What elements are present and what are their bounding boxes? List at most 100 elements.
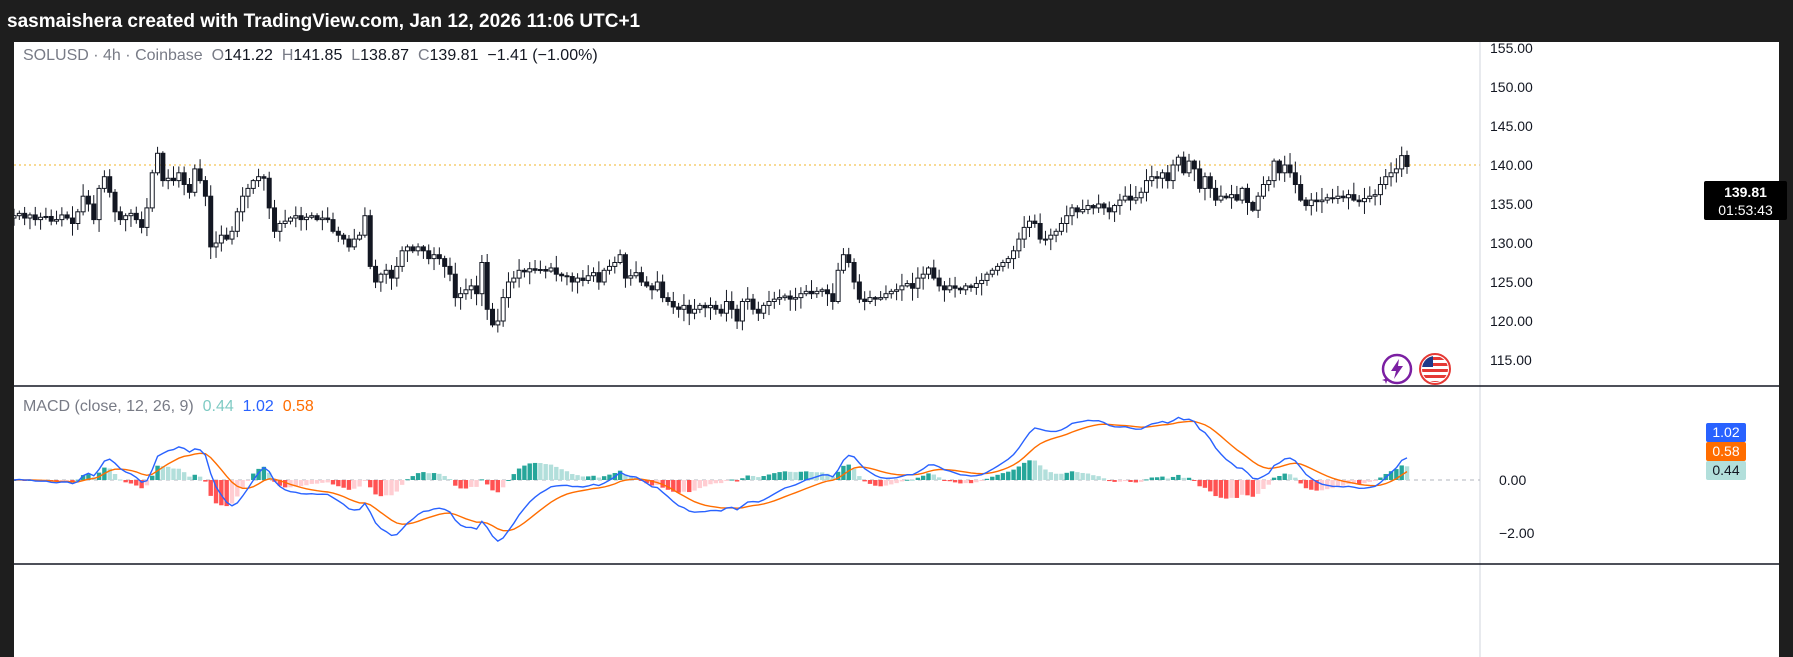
candle-body — [947, 285, 953, 291]
candle-body — [293, 215, 299, 219]
candle-body — [622, 254, 628, 279]
candle-body — [1011, 250, 1017, 260]
candle-body — [378, 273, 384, 283]
macd-legend[interactable]: MACD (close, 12, 26, 9) 0.44 1.02 0.58 — [23, 398, 314, 416]
lightning-bolt-icon[interactable] — [1380, 352, 1414, 386]
candle-body — [1085, 205, 1091, 210]
candle-body — [1096, 203, 1102, 209]
price-tick-label: 150.00 — [1490, 79, 1533, 95]
macd-histogram-bar — [511, 474, 516, 480]
caption-text: sasmaishera created with TradingView.com… — [7, 11, 641, 32]
us-flag-icon[interactable] — [1418, 352, 1452, 386]
candle-body — [511, 277, 517, 283]
macd-histogram-bar — [532, 462, 538, 480]
macd-histogram-bar — [197, 476, 203, 480]
macd-histogram-bar — [793, 472, 798, 480]
candle-body — [176, 172, 182, 182]
candle-body — [75, 211, 81, 225]
candle-body — [181, 172, 187, 186]
candle-body — [1383, 176, 1389, 185]
candle-body — [755, 308, 761, 314]
candle-body — [69, 217, 75, 224]
macd-histogram-bar — [144, 480, 150, 486]
macd-histogram-bar — [1309, 480, 1314, 490]
legend-symbol[interactable]: SOLUSD — [23, 47, 89, 64]
candle-body — [1080, 208, 1086, 213]
macd-histogram-bar — [681, 480, 687, 492]
candle-body — [319, 217, 325, 221]
macd-histogram-bar — [282, 480, 288, 488]
macd-histogram-bar — [192, 474, 197, 480]
macd-value-badge: 1.02 — [1706, 423, 1746, 442]
signal-value-badge: 0.58 — [1706, 442, 1746, 461]
macd-histogram-bar — [150, 475, 155, 480]
candle-body — [824, 289, 830, 295]
candle-body — [782, 295, 788, 299]
candle-body — [1340, 195, 1346, 199]
macd-histogram-bar — [522, 465, 527, 480]
macd-histogram-bar — [277, 480, 283, 486]
macd-histogram-bar — [899, 480, 905, 482]
macd-histogram-bar — [1064, 472, 1069, 480]
price-tick-label: 120.00 — [1490, 313, 1533, 329]
legend-interval[interactable]: 4h — [103, 47, 121, 64]
macd-histogram-bar — [134, 480, 139, 486]
candle-body — [973, 283, 979, 288]
candle-body — [1319, 199, 1325, 203]
price-tick-label: 155.00 — [1490, 42, 1533, 56]
candle-body — [585, 275, 591, 281]
macd-histogram-bar — [920, 475, 926, 480]
macd-histogram-bar — [570, 474, 575, 480]
macd-histogram-bar — [1160, 476, 1165, 480]
candle-body — [1314, 199, 1320, 203]
price-tick-label: 135.00 — [1490, 196, 1533, 212]
candle-body — [224, 234, 230, 240]
chart-frame[interactable]: 155.00 150.00 145.00 140.00 135.00 130.00 125.… — [14, 42, 1787, 657]
candle-body — [787, 295, 793, 300]
candle-body — [1069, 207, 1075, 217]
candle-body — [1133, 197, 1139, 201]
candle-body — [1361, 198, 1367, 203]
candle-body — [739, 301, 745, 322]
macd-histogram-bar — [857, 476, 862, 480]
macd-histogram-bar — [298, 480, 304, 487]
macd-histogram-bar — [979, 480, 984, 481]
macd-histogram-bar — [362, 480, 368, 481]
candle-body — [1393, 168, 1399, 174]
candle-body — [920, 273, 926, 279]
candle-body — [474, 285, 480, 295]
last-price-value: 139.81 — [1724, 184, 1767, 200]
candle-body — [1021, 226, 1027, 240]
symbol-legend[interactable]: SOLUSD · 4h · Coinbase O141.22 H141.85 L… — [23, 47, 598, 65]
macd-histogram-bar — [187, 476, 192, 480]
macd-histogram-bar — [1123, 480, 1128, 482]
candle-body — [899, 285, 905, 291]
legend-exchange[interactable]: Coinbase — [135, 47, 203, 64]
macd-legend-label[interactable]: MACD (close, 12, 26, 9) — [23, 398, 194, 415]
candle-body — [1399, 155, 1405, 170]
candle-body — [171, 177, 177, 182]
candle-body — [910, 283, 916, 289]
macd-histogram-bar — [1399, 465, 1404, 480]
candle-body — [1027, 220, 1033, 228]
candle-body — [761, 304, 767, 314]
macd-histogram-bar — [389, 480, 394, 496]
candle-body — [856, 281, 862, 300]
candle-body — [936, 277, 942, 287]
macd-histogram-bar — [330, 480, 336, 485]
price-tick-label: 140.00 — [1490, 157, 1533, 173]
macd-histogram-bar — [958, 480, 963, 484]
candle-body — [516, 269, 522, 279]
candle-body — [1005, 258, 1011, 264]
candle-body — [54, 219, 60, 222]
chart-canvas[interactable]: 155.00 150.00 145.00 140.00 135.00 130.00 125.… — [14, 42, 1779, 657]
candle-body — [569, 276, 575, 283]
candle-body — [676, 306, 682, 310]
macd-histogram-bar — [942, 480, 947, 481]
macd-histogram-bar — [1213, 480, 1218, 497]
candle-body — [1138, 191, 1144, 199]
candle-body — [48, 215, 54, 222]
macd-histogram-bar — [59, 480, 65, 481]
candle-body — [1143, 180, 1149, 193]
candle-body — [596, 272, 602, 283]
